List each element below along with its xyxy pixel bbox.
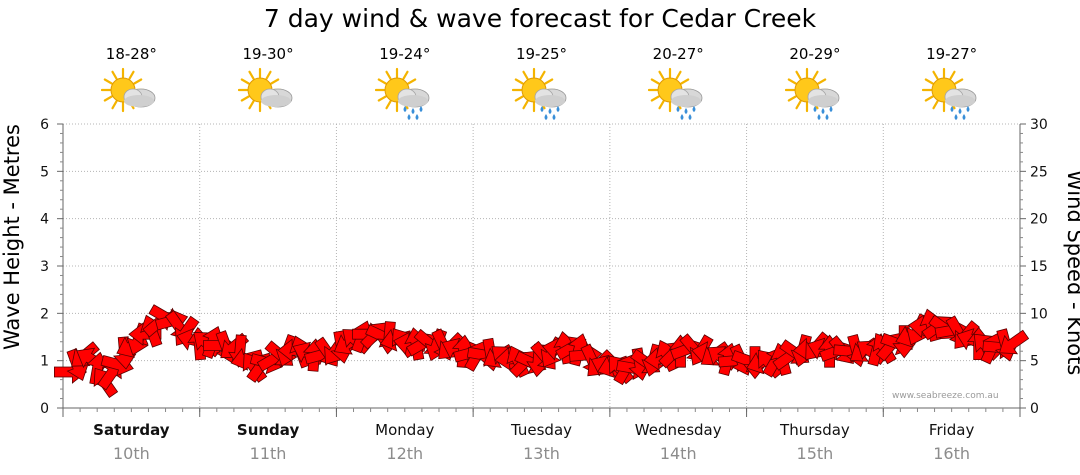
day-date-label: 16th [933, 444, 971, 463]
day-name-label: Wednesday [634, 421, 722, 439]
chart-title: 7 day wind & wave forecast for Cedar Cre… [263, 4, 817, 33]
y-right-tick-label: 15 [1030, 259, 1048, 275]
wind-arrow [998, 329, 1030, 355]
y-left-tick-label: 1 [40, 354, 49, 370]
day-date-label: 12th [386, 444, 424, 463]
sun-cloud-rain-icon [921, 67, 977, 120]
y-right-tick-label: 0 [1030, 401, 1039, 417]
sun-cloud-rain-icon [784, 67, 840, 120]
y-right-tick-label: 30 [1030, 117, 1048, 133]
y-left-tick-label: 4 [40, 212, 49, 228]
day-name-label: Tuesday [510, 421, 573, 439]
sun-cloud-icon [101, 67, 156, 113]
sun-cloud-icon [238, 67, 293, 113]
sun-cloud-rain-icon [374, 67, 430, 120]
temperature-range: 19-24° [379, 45, 431, 63]
y-left-tick-label: 3 [40, 259, 49, 275]
y-right-tick-label: 25 [1030, 164, 1048, 180]
temperature-range: 20-27° [652, 45, 704, 63]
day-name-label: Saturday [93, 421, 170, 439]
y-left-tick-label: 6 [40, 117, 49, 133]
temperature-range: 19-30° [242, 45, 294, 63]
day-date-label: 11th [249, 444, 287, 463]
day-name-label: Friday [928, 421, 975, 439]
sun-cloud-rain-icon [648, 67, 703, 120]
y-left-tick-label: 0 [40, 401, 49, 417]
day-date-label: 10th [112, 444, 150, 463]
y-axis-left-label: Wave Height - Metres [0, 124, 24, 350]
temperature-range: 19-27° [926, 45, 978, 63]
y-right-tick-label: 10 [1030, 306, 1048, 322]
day-date-label: 14th [659, 444, 697, 463]
temperature-range: 19-25° [515, 45, 568, 63]
watermark: www.seabreeze.com.au [892, 391, 999, 401]
y-axis-right-label: Wind Speed - Knots [1063, 170, 1080, 376]
day-name-label: Thursday [780, 421, 850, 439]
temperature-range: 20-29° [789, 45, 841, 63]
day-date-label: 13th [523, 444, 560, 463]
wind-arrow-shape [998, 329, 1030, 355]
day-name-label: Sunday [236, 421, 300, 439]
y-right-tick-label: 20 [1030, 212, 1048, 228]
sun-cloud-rain-icon [511, 67, 566, 120]
temperature-range: 18-28° [105, 45, 157, 63]
day-date-label: 15th [796, 444, 834, 463]
y-left-tick-label: 5 [40, 164, 49, 180]
y-left-tick-label: 2 [40, 306, 49, 322]
y-right-tick-label: 5 [1030, 354, 1039, 370]
day-name-label: Monday [375, 421, 435, 439]
